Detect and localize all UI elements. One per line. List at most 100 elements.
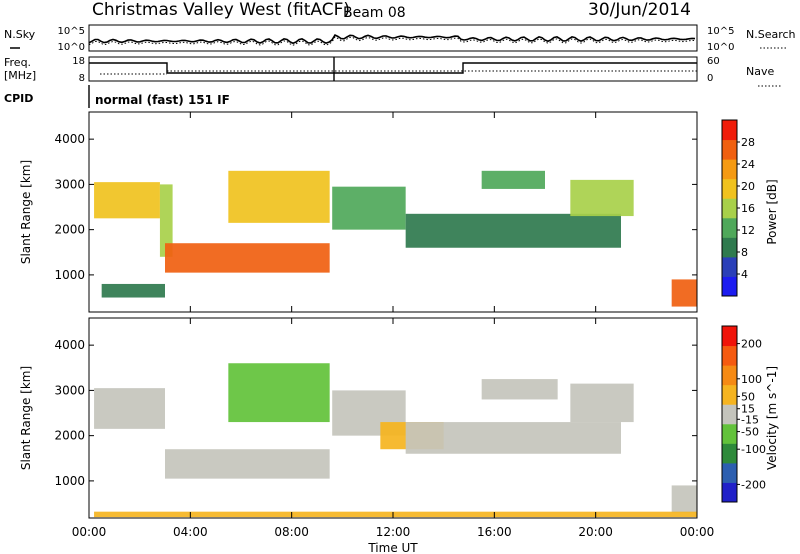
- freq-right-tick-top: 60: [707, 56, 720, 67]
- colorbar-tick-label-1: 8: [741, 246, 748, 259]
- colorbar-tick-label-1: 100: [741, 373, 762, 386]
- y-tick-label-1: 2000: [54, 223, 85, 237]
- heatmap-region-6: [481, 170, 545, 189]
- velocity-panel-frame: [88, 317, 698, 519]
- colorbar-swatch-2: [722, 237, 737, 258]
- noise-left-tick-top: 10^5: [58, 26, 85, 37]
- colorbar-swatch-8: [722, 326, 737, 347]
- x-tick-label-0: 00:00: [72, 525, 107, 539]
- colorbar-swatch-3: [722, 217, 737, 238]
- freq-left-tick-top: 18: [72, 56, 85, 67]
- x-tick-label-1: 04:00: [173, 525, 208, 539]
- colorbar-swatch-1: [722, 462, 737, 483]
- colorbar-tick-label-6: -100: [741, 443, 766, 456]
- x-tick-label-4: 16:00: [477, 525, 512, 539]
- velocity-colorbar-label: Velocity [m s^-1]: [765, 366, 779, 470]
- colorbar-swatch-0: [722, 276, 737, 297]
- cpid-panel: CPID normal (fast) 151 IF: [4, 85, 230, 108]
- colorbar-tick-label-4: 20: [741, 180, 755, 193]
- freq-unit-label: [MHz]: [4, 69, 36, 82]
- colorbar-tick-label-6: 28: [741, 136, 755, 149]
- noise-panel: N.Sky N.Search 10^5 10^0 10^5 10^0: [4, 24, 796, 53]
- cpid-text: normal (fast) 151 IF: [95, 93, 230, 107]
- colorbar-frame: [721, 325, 738, 503]
- freq-panel: Freq. [MHz] Nave 18 8 60 0: [4, 56, 782, 87]
- colorbar-tick-label-2: 50: [741, 390, 755, 403]
- nsearch-trace: [88, 36, 696, 46]
- heatmap-region-3: [228, 170, 330, 223]
- colorbar-tick-label-5: -50: [741, 426, 759, 439]
- colorbar-swatch-5: [722, 178, 737, 199]
- colorbar-swatch-3: [722, 423, 737, 444]
- heatmap-region-7: [570, 383, 634, 423]
- colorbar-swatch-4: [722, 404, 737, 425]
- freq-panel-frame: [88, 56, 698, 82]
- colorbar-tick-label-3: 15: [741, 403, 755, 416]
- velocity-y-axis: 1000 2000 3000 4000: [54, 338, 697, 488]
- freq-trace: [89, 62, 697, 74]
- colorbar-tick-label-5: 24: [741, 158, 755, 171]
- velocity-x-axis: 00:00 04:00 08:00 12:00 16:00 20:00 00:00: [72, 318, 715, 539]
- heatmap-region-4: [332, 186, 406, 230]
- power-heatmap: [94, 170, 697, 307]
- noise-panel-frame: [88, 24, 698, 52]
- heatmap-region-0: [94, 388, 165, 429]
- nave-trace: [100, 70, 697, 75]
- nave-label: Nave: [746, 65, 774, 78]
- y-tick-label-0: 1000: [54, 268, 85, 282]
- colorbar-swatch-7: [722, 345, 737, 366]
- colorbar-swatch-7: [722, 139, 737, 160]
- x-tick-label-5: 20:00: [578, 525, 613, 539]
- power-y-axis: 1000 2000 3000 4000: [54, 132, 697, 282]
- noise-right-tick-bottom: 10^0: [707, 42, 734, 53]
- freq-right-tick-bottom: 0: [707, 73, 713, 84]
- heatmap-region-2: [165, 243, 330, 273]
- y-tick-label-1: 2000: [54, 429, 85, 443]
- colorbar-swatch-6: [722, 365, 737, 386]
- date-label: 30/Jun/2014: [588, 0, 691, 20]
- nsky-label: N.Sky: [4, 28, 36, 41]
- heatmap-region-9: [101, 283, 165, 298]
- heatmap-region-1: [159, 184, 173, 257]
- velocity-ylabel: Slant Range [km]: [19, 366, 33, 470]
- heatmap-region-8: [671, 279, 697, 307]
- nsky-trace: [88, 33, 696, 45]
- colorbar-swatch-5: [722, 384, 737, 405]
- power-panel-frame: [88, 111, 698, 313]
- y-tick-label-3: 4000: [54, 338, 85, 352]
- heatmap-region-2: [228, 363, 330, 423]
- colorbar-tick-label-2: 12: [741, 224, 755, 237]
- colorbar-swatch-2: [722, 443, 737, 464]
- x-tick-label-2: 08:00: [274, 525, 309, 539]
- heatmap-region-7: [570, 179, 634, 217]
- colorbar-swatch-8: [722, 120, 737, 141]
- freq-label: Freq.: [4, 56, 31, 69]
- colorbar-swatch-4: [722, 198, 737, 219]
- noise-right-tick-top: 10^5: [707, 26, 734, 37]
- freq-left-tick-bottom: 8: [79, 73, 85, 84]
- velocity-panel: 1000 2000 3000 4000 00:00 04:00 08:00 12:00 16:…: [19, 317, 715, 554]
- colorbar-swatch-0: [722, 482, 737, 503]
- colorbar-swatch-6: [722, 159, 737, 180]
- time-axis-label: Time UT: [367, 541, 418, 554]
- heatmap-region-5: [405, 213, 621, 248]
- heatmap-region-8: [671, 485, 697, 513]
- heatmap-region-1: [165, 449, 330, 479]
- heatmap-region-0: [94, 182, 160, 219]
- cpid-label: CPID: [4, 92, 33, 105]
- x-tick-label-6: 00:00: [680, 525, 715, 539]
- y-tick-label-2: 3000: [54, 383, 85, 397]
- y-tick-label-3: 4000: [54, 132, 85, 146]
- y-tick-label-2: 3000: [54, 177, 85, 191]
- heatmap-region-9: [94, 511, 698, 518]
- power-ylabel: Slant Range [km]: [19, 160, 33, 264]
- velocity-heatmap: [94, 363, 698, 518]
- colorbar-tick-label-0: 4: [741, 268, 748, 281]
- heatmap-region-6: [481, 379, 558, 400]
- colorbar-tick-label-4: -15: [741, 413, 759, 426]
- heatmap-region-5: [405, 422, 621, 454]
- colorbar-tick-label-7: -200: [741, 478, 766, 491]
- colorbar-tick-label-0: 200: [741, 338, 762, 351]
